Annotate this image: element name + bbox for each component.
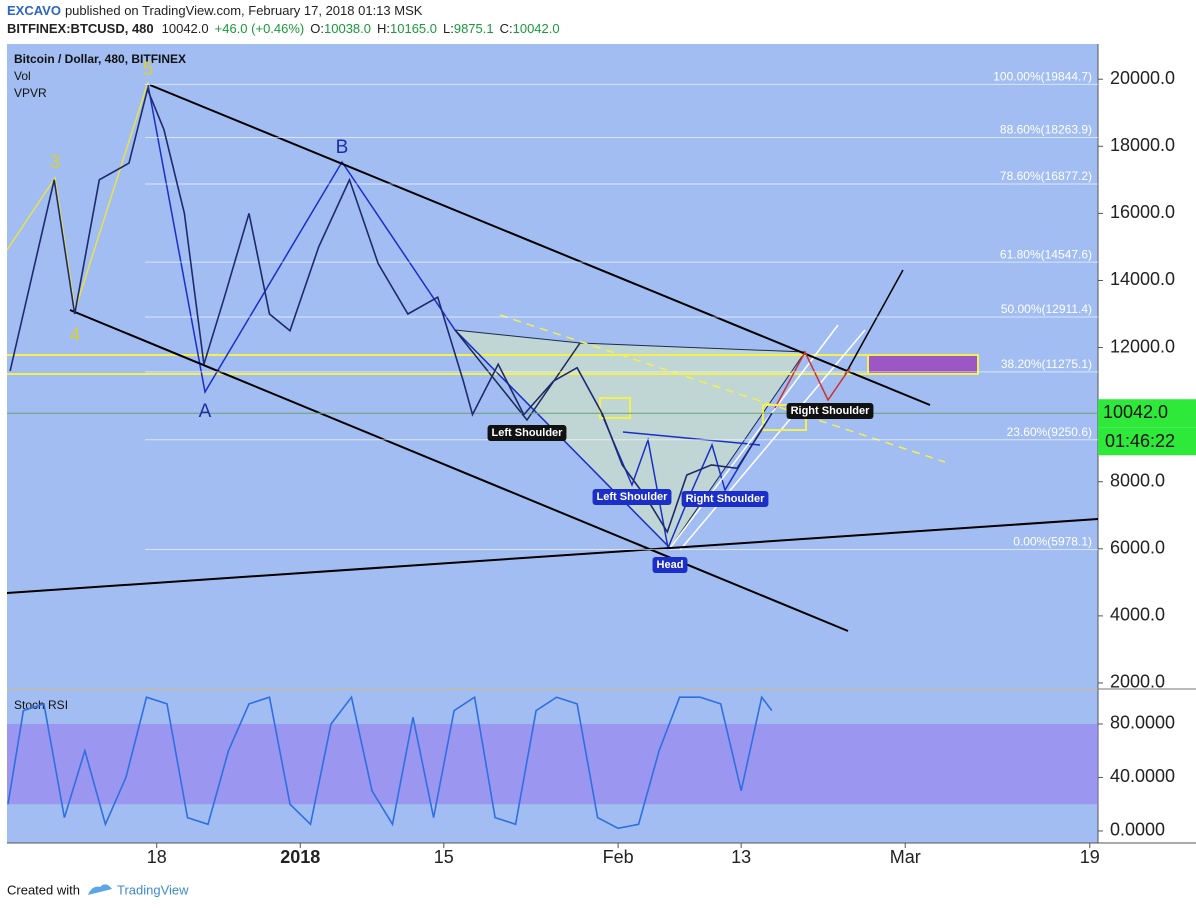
y-tick-label: 40.0000 bbox=[1110, 766, 1175, 786]
y-tick-label: 12000.0 bbox=[1110, 336, 1175, 356]
trend-line bbox=[6, 518, 1099, 594]
ohlc-label: H: bbox=[377, 21, 390, 36]
label-box bbox=[487, 425, 567, 441]
x-tick-label: Feb bbox=[603, 847, 634, 867]
x-tick-label: Mar bbox=[890, 847, 921, 867]
x-tick-label: 13 bbox=[731, 847, 751, 867]
price-label: 10042.0 bbox=[1103, 402, 1168, 422]
footer-brand: TradingView bbox=[117, 882, 189, 897]
fib-label: 78.60%(16877.2) bbox=[1000, 169, 1092, 183]
inner-pattern bbox=[454, 329, 581, 422]
price-line bbox=[7, 695, 773, 830]
fib-label: 100.00%(19844.7) bbox=[993, 70, 1092, 84]
fib-label: 61.80%(14547.6) bbox=[1000, 247, 1092, 261]
fib-label: 50.00%(12911.4) bbox=[1001, 302, 1092, 316]
x-tick-label: 18 bbox=[147, 847, 167, 867]
trend-line bbox=[69, 309, 849, 632]
x-tick-label: 19 bbox=[1080, 847, 1100, 867]
fib-label: 23.60%(9250.6) bbox=[1007, 425, 1092, 439]
ohlc: O:10038.0 H:10165.0 L:9875.1 C:10042.0 bbox=[310, 21, 559, 36]
fib-label: 88.60%(18263.9) bbox=[1000, 123, 1092, 137]
ohlc-label: C: bbox=[500, 21, 513, 36]
logo bbox=[88, 884, 112, 895]
pattern-label: Head bbox=[657, 559, 684, 571]
countdown: 01:46:22 bbox=[1105, 431, 1175, 451]
price-box bbox=[1098, 399, 1196, 428]
label-box bbox=[786, 403, 874, 419]
elliott-wave bbox=[6, 81, 149, 311]
y-tick-label: 2000.0 bbox=[1110, 672, 1165, 692]
last: 10042.0 bbox=[162, 21, 209, 36]
projection-path bbox=[774, 350, 851, 409]
footer-text: Created with bbox=[7, 882, 80, 897]
y-tick-label: 14000.0 bbox=[1110, 269, 1175, 289]
label-box bbox=[652, 557, 688, 573]
y-tick-label: 8000.0 bbox=[1110, 470, 1165, 490]
y-tick-label: 18000.0 bbox=[1110, 135, 1175, 155]
countdown-box bbox=[1098, 427, 1196, 456]
symbol-line: BITFINEX:BTCUSD, 480 10042.0 +46.0 (+0.46%… bbox=[7, 21, 560, 36]
pattern-label: Right Shoulder bbox=[791, 405, 871, 417]
author: EXCAVO bbox=[7, 3, 61, 18]
wave-label: 5 bbox=[143, 59, 154, 80]
abc-wave bbox=[147, 84, 671, 549]
symbol: BITFINEX:BTCUSD, 480 bbox=[7, 21, 154, 36]
wave-label: 3 bbox=[50, 152, 61, 173]
price-line bbox=[9, 86, 773, 534]
pattern-label: Left Shoulder bbox=[492, 427, 564, 439]
fib-label: 38.20%(11275.1) bbox=[1001, 357, 1092, 371]
indicator: Vol bbox=[14, 69, 31, 83]
y-tick-label: 20000.0 bbox=[1110, 68, 1175, 88]
y-tick-label: 4000.0 bbox=[1110, 605, 1165, 625]
drawings bbox=[6, 81, 1099, 632]
y-tick-label: 16000.0 bbox=[1110, 202, 1175, 222]
y-tick-label: 0.0000 bbox=[1110, 820, 1165, 840]
neckline bbox=[622, 431, 761, 446]
trend-line bbox=[149, 84, 931, 406]
label-box bbox=[592, 489, 672, 505]
wave-label: A bbox=[199, 401, 212, 422]
zone-box bbox=[867, 354, 979, 375]
ohlc-value: 9875.1 bbox=[454, 21, 494, 36]
indicator: VPVR bbox=[14, 86, 47, 100]
x-tick-label: 15 bbox=[434, 847, 454, 867]
pattern-label: Right Shoulder bbox=[686, 493, 766, 505]
label-box bbox=[681, 491, 769, 507]
ohlc-value: 10042.0 bbox=[513, 21, 560, 36]
pane-title: Bitcoin / Dollar, 480, BITFINEX bbox=[14, 52, 186, 66]
projection-line bbox=[844, 269, 904, 376]
fib-label: 0.00%(5978.1) bbox=[1013, 535, 1092, 549]
ohlc-label: O: bbox=[310, 21, 324, 36]
wave-label: B bbox=[336, 137, 349, 158]
x-tick-label: 2018 bbox=[280, 847, 320, 867]
ohlc-value: 10165.0 bbox=[390, 21, 437, 36]
ohlc-label: L: bbox=[443, 21, 454, 36]
change: +46.0 (+0.46%) bbox=[215, 21, 305, 36]
stoch-band bbox=[7, 723, 1098, 805]
y-tick-label: 6000.0 bbox=[1110, 538, 1165, 558]
pattern-label: Left Shoulder bbox=[597, 491, 669, 503]
wave-label: 4 bbox=[70, 325, 81, 346]
header-line: EXCAVO published on TradingView.com, Febr… bbox=[7, 3, 423, 18]
ohlc-value: 10038.0 bbox=[324, 21, 371, 36]
published: published on TradingView.com, February 1… bbox=[65, 3, 423, 18]
y-tick-label: 80.0000 bbox=[1110, 713, 1175, 733]
